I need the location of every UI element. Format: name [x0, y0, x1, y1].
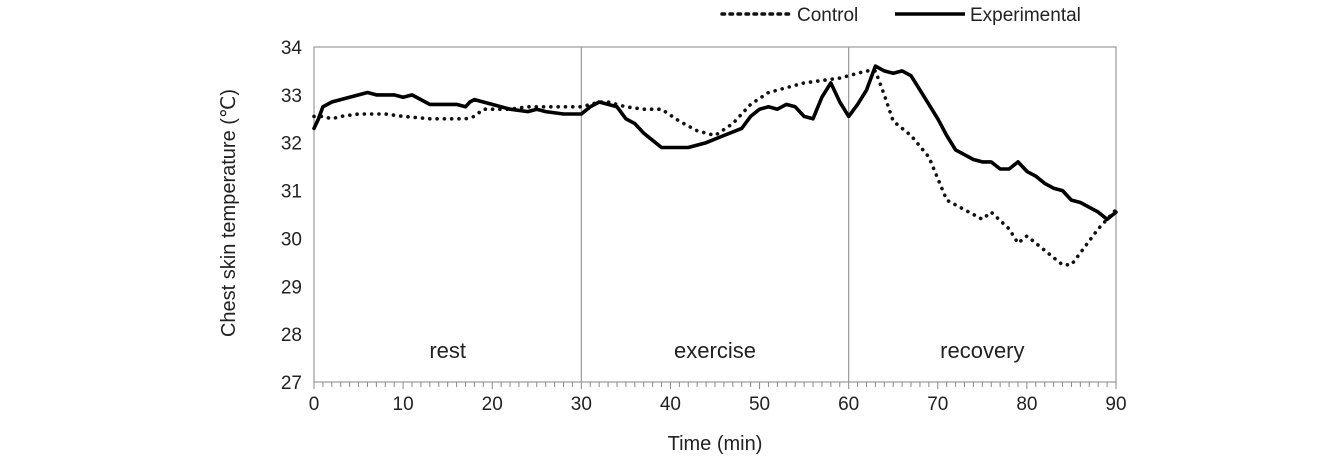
phase-labels: rest exercise recovery: [429, 338, 1024, 363]
x-tick-label-60: 60: [838, 394, 859, 415]
phase-label-exercise: exercise: [674, 338, 756, 363]
phase-label-rest: rest: [429, 338, 466, 363]
y-tick-label-32: 32: [281, 134, 302, 155]
y-tick-label-34: 34: [281, 38, 303, 59]
y-axis-title: Chest skin temperature (℃): [218, 89, 240, 337]
legend-label-control: Control: [797, 5, 858, 26]
y-tick-label-31: 31: [281, 182, 302, 203]
legend-label-experimental: Experimental: [970, 5, 1081, 26]
phase-label-recovery: recovery: [940, 338, 1024, 363]
y-tick-label-28: 28: [281, 325, 302, 346]
x-axis-title: Time (min): [668, 433, 763, 455]
series-lines: [312, 64, 1118, 267]
x-tick-label-80: 80: [1016, 394, 1037, 415]
series-line-experimental: [312, 64, 1118, 222]
legend: Control Experimental: [720, 5, 1081, 26]
x-tick-label-50: 50: [749, 394, 770, 415]
y-tick-label-33: 33: [281, 86, 302, 107]
phase-dividers: [580, 47, 850, 382]
y-tick-label-27: 27: [281, 373, 302, 394]
y-axis-tick-labels: 27 28 29 30 31 32 33 34: [281, 38, 303, 394]
series-line-control: [312, 69, 1118, 267]
x-axis-tick-labels: 0 10 20 30 40 50 60 70 80 90: [309, 394, 1127, 415]
x-tick-label-90: 90: [1105, 394, 1126, 415]
x-tick-label-0: 0: [309, 394, 320, 415]
x-tick-label-10: 10: [393, 394, 414, 415]
x-tick-label-40: 40: [660, 394, 681, 415]
x-tick-label-30: 30: [571, 394, 592, 415]
y-tick-label-30: 30: [281, 229, 302, 250]
plot-area-frame: [313, 46, 1117, 383]
x-axis-minor-ticks: [313, 382, 1117, 389]
y-tick-label-29: 29: [281, 277, 302, 298]
x-tick-label-70: 70: [927, 394, 948, 415]
x-tick-label-20: 20: [482, 394, 503, 415]
